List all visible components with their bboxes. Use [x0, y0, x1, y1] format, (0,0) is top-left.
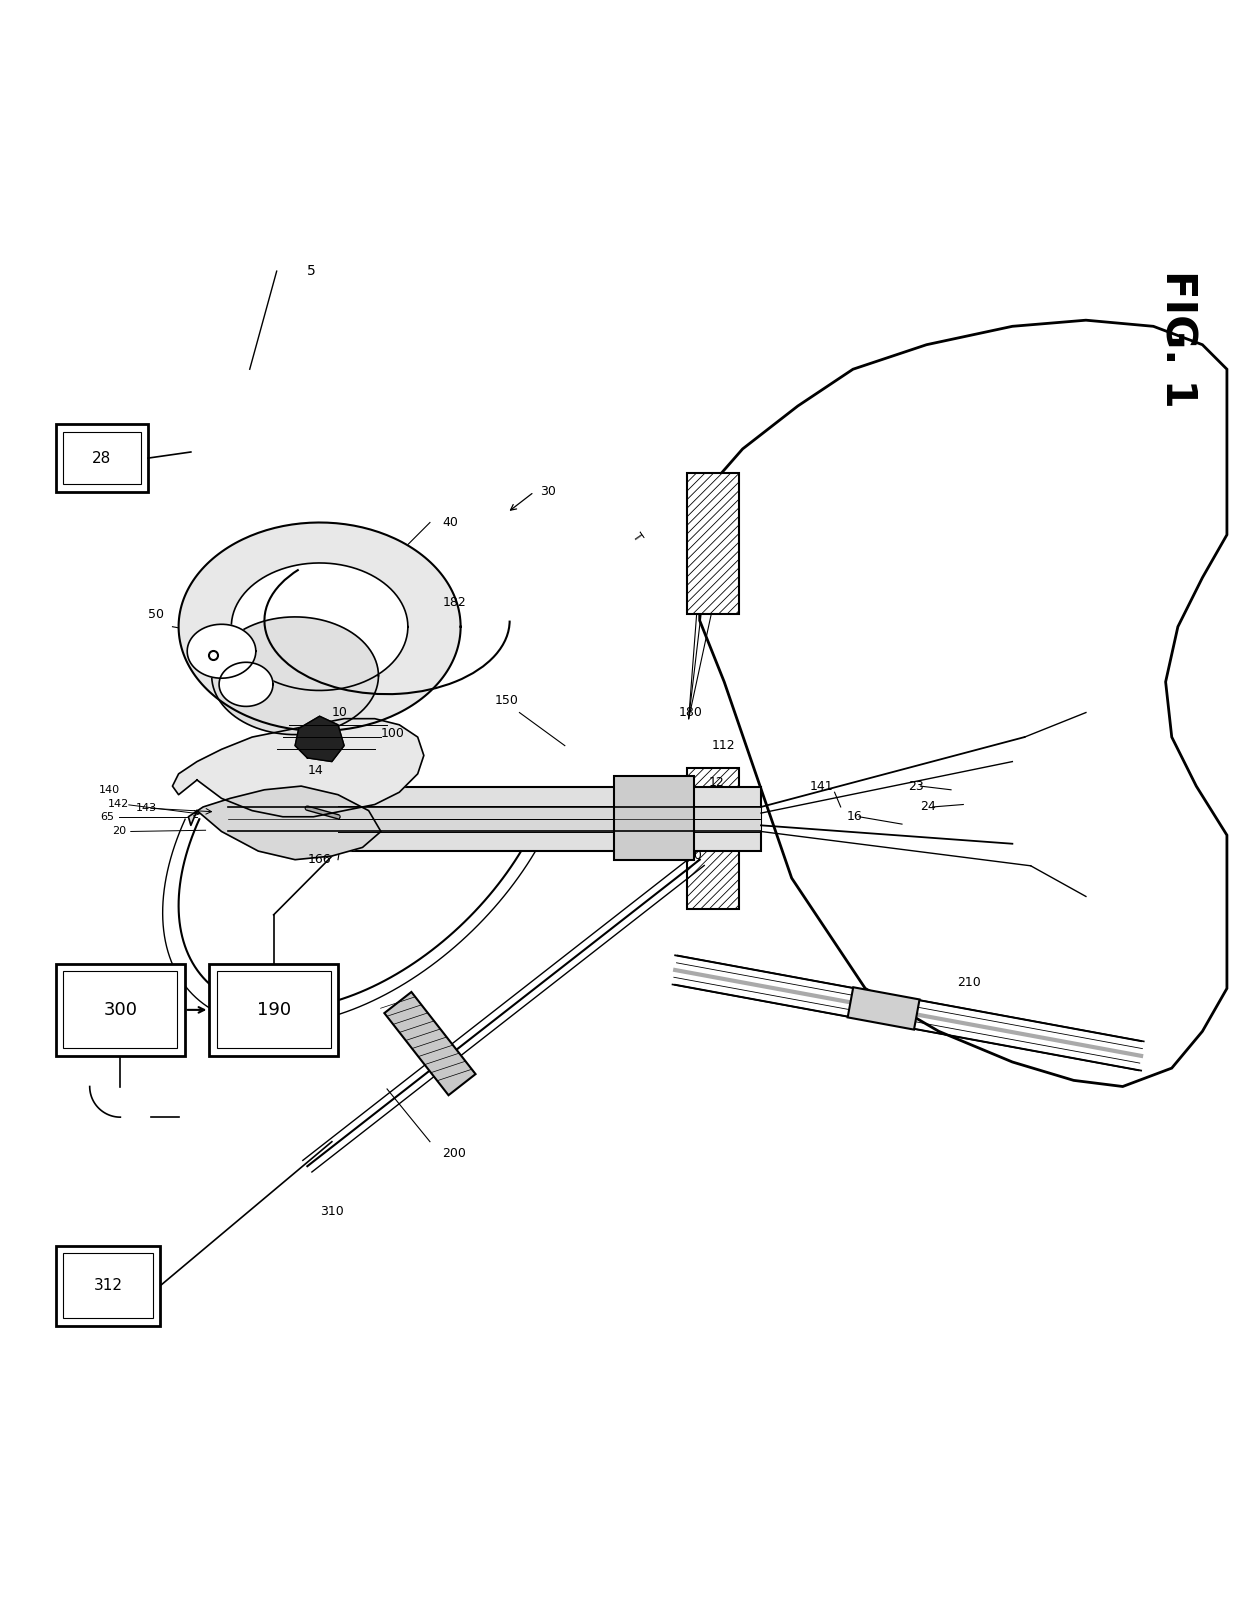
Polygon shape	[699, 320, 1226, 1086]
Text: 190: 190	[257, 1001, 290, 1018]
Text: 200: 200	[443, 1147, 466, 1160]
Polygon shape	[848, 988, 920, 1030]
Text: 143: 143	[135, 803, 156, 813]
Text: 30: 30	[541, 486, 557, 499]
Polygon shape	[384, 993, 476, 1096]
Text: 100: 100	[381, 727, 404, 740]
Bar	[210, 964, 339, 1056]
Text: 5: 5	[308, 264, 316, 278]
Bar	[228, 808, 761, 832]
Text: FIG. 1: FIG. 1	[1157, 270, 1199, 407]
Bar	[63, 972, 177, 1049]
Text: 20: 20	[113, 827, 126, 837]
Bar	[217, 972, 331, 1049]
Bar	[56, 964, 185, 1056]
Text: 65: 65	[100, 813, 114, 822]
Polygon shape	[212, 616, 378, 735]
Text: 10: 10	[332, 706, 347, 719]
Bar	[339, 787, 761, 851]
Text: 312: 312	[94, 1278, 120, 1292]
Text: 28: 28	[92, 451, 112, 465]
Bar	[56, 425, 148, 492]
Text: 300: 300	[103, 1001, 138, 1018]
Text: 23: 23	[908, 780, 924, 793]
Text: 180: 180	[678, 706, 703, 719]
Text: 141: 141	[810, 780, 833, 793]
Text: 310: 310	[320, 1205, 343, 1218]
Text: 14: 14	[308, 764, 324, 777]
Text: 40: 40	[443, 516, 458, 529]
Text: 16: 16	[847, 811, 863, 824]
Text: 150: 150	[495, 693, 518, 706]
Text: 12: 12	[708, 776, 724, 788]
Polygon shape	[187, 624, 255, 679]
Bar	[63, 431, 140, 484]
Bar	[63, 1253, 153, 1318]
Text: 166: 166	[308, 853, 331, 866]
Text: T: T	[630, 531, 645, 544]
Polygon shape	[179, 523, 460, 730]
Polygon shape	[232, 563, 408, 690]
Polygon shape	[188, 787, 381, 859]
Bar	[614, 776, 693, 859]
Text: 140: 140	[99, 785, 120, 795]
Text: 210: 210	[957, 975, 981, 990]
Bar	[687, 473, 739, 615]
Text: 300: 300	[107, 1004, 133, 1017]
Polygon shape	[219, 663, 273, 706]
Polygon shape	[295, 716, 345, 761]
Text: 142: 142	[108, 800, 129, 809]
Text: 24: 24	[920, 800, 936, 814]
Text: 312: 312	[93, 1278, 123, 1294]
Text: 190: 190	[259, 1004, 286, 1017]
Text: 112: 112	[712, 739, 735, 751]
Text: 50: 50	[148, 608, 164, 621]
Text: 180: 180	[678, 850, 703, 862]
Bar	[56, 1245, 160, 1326]
Text: 182: 182	[443, 595, 466, 608]
Polygon shape	[172, 719, 424, 817]
Text: 28: 28	[91, 452, 107, 465]
Bar	[687, 767, 739, 909]
